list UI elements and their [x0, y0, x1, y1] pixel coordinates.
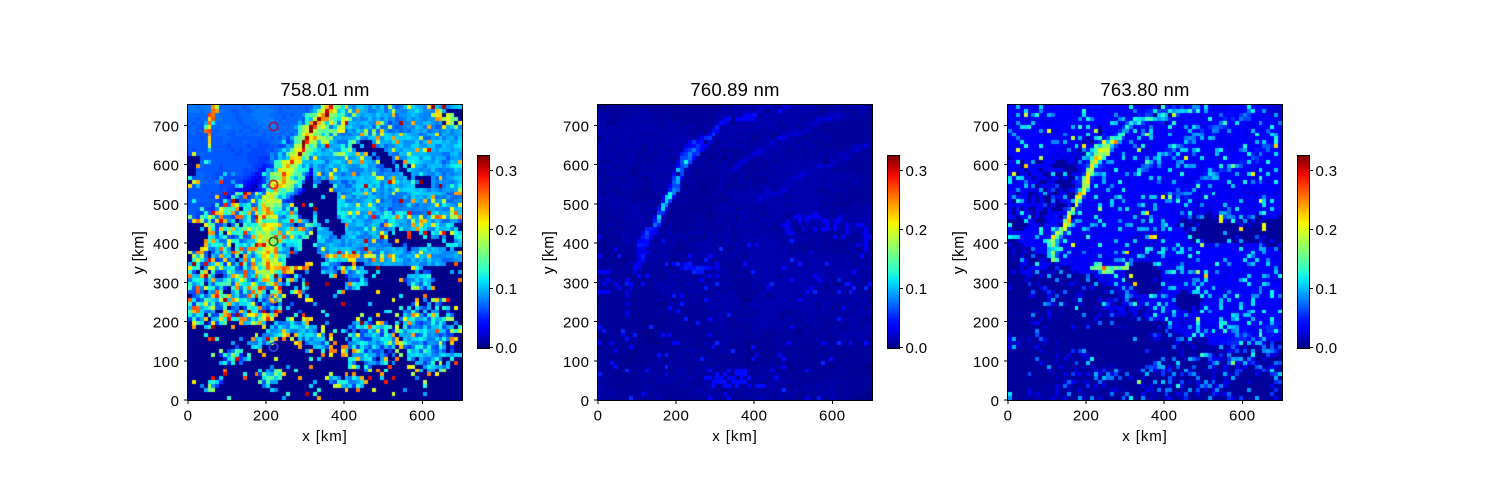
- svg-text:0: 0: [1004, 408, 1013, 425]
- svg-text:200: 200: [663, 408, 690, 425]
- svg-text:400: 400: [153, 236, 180, 253]
- svg-text:600: 600: [973, 158, 1000, 175]
- svg-text:y [km]: y [km]: [131, 231, 148, 274]
- svg-text:0.1: 0.1: [496, 281, 518, 298]
- svg-text:x [km]: x [km]: [302, 428, 347, 445]
- svg-text:700: 700: [153, 118, 180, 135]
- svg-text:0.2: 0.2: [1316, 222, 1338, 239]
- svg-text:0.2: 0.2: [906, 222, 928, 239]
- svg-text:700: 700: [563, 118, 590, 135]
- svg-text:0.0: 0.0: [1316, 340, 1338, 357]
- svg-text:100: 100: [563, 354, 590, 371]
- svg-text:300: 300: [973, 275, 1000, 292]
- svg-text:300: 300: [563, 275, 590, 292]
- svg-text:400: 400: [331, 408, 358, 425]
- svg-text:0: 0: [581, 393, 590, 410]
- svg-text:0.0: 0.0: [496, 340, 518, 357]
- svg-text:400: 400: [563, 236, 590, 253]
- svg-text:600: 600: [819, 408, 846, 425]
- svg-text:200: 200: [1073, 408, 1100, 425]
- svg-text:0.2: 0.2: [496, 222, 518, 239]
- svg-text:600: 600: [563, 158, 590, 175]
- svg-text:0: 0: [594, 408, 603, 425]
- svg-text:0.3: 0.3: [496, 163, 518, 180]
- svg-text:0.3: 0.3: [1316, 163, 1338, 180]
- svg-text:100: 100: [973, 354, 1000, 371]
- svg-text:200: 200: [973, 315, 1000, 332]
- svg-text:0.3: 0.3: [906, 163, 928, 180]
- svg-text:200: 200: [563, 315, 590, 332]
- svg-text:600: 600: [153, 158, 180, 175]
- svg-text:x [km]: x [km]: [1122, 428, 1167, 445]
- svg-text:700: 700: [973, 118, 1000, 135]
- svg-text:760.89 nm: 760.89 nm: [690, 79, 779, 100]
- svg-text:758.01 nm: 758.01 nm: [280, 79, 369, 100]
- svg-text:200: 200: [253, 408, 280, 425]
- svg-text:500: 500: [563, 197, 590, 214]
- svg-text:0.1: 0.1: [906, 281, 928, 298]
- svg-text:0: 0: [991, 393, 1000, 410]
- svg-text:400: 400: [973, 236, 1000, 253]
- svg-text:0.0: 0.0: [906, 340, 928, 357]
- svg-text:300: 300: [153, 275, 180, 292]
- svg-text:x [km]: x [km]: [712, 428, 757, 445]
- svg-text:600: 600: [409, 408, 436, 425]
- svg-text:400: 400: [1151, 408, 1178, 425]
- svg-text:0: 0: [171, 393, 180, 410]
- svg-text:500: 500: [153, 197, 180, 214]
- svg-text:400: 400: [741, 408, 768, 425]
- svg-text:600: 600: [1229, 408, 1256, 425]
- svg-text:y [km]: y [km]: [541, 231, 558, 274]
- svg-text:500: 500: [973, 197, 1000, 214]
- svg-text:100: 100: [153, 354, 180, 371]
- svg-text:y [km]: y [km]: [951, 231, 968, 274]
- svg-text:200: 200: [153, 315, 180, 332]
- svg-text:0.1: 0.1: [1316, 281, 1338, 298]
- svg-text:763.80 nm: 763.80 nm: [1100, 79, 1189, 100]
- svg-text:0: 0: [184, 408, 193, 425]
